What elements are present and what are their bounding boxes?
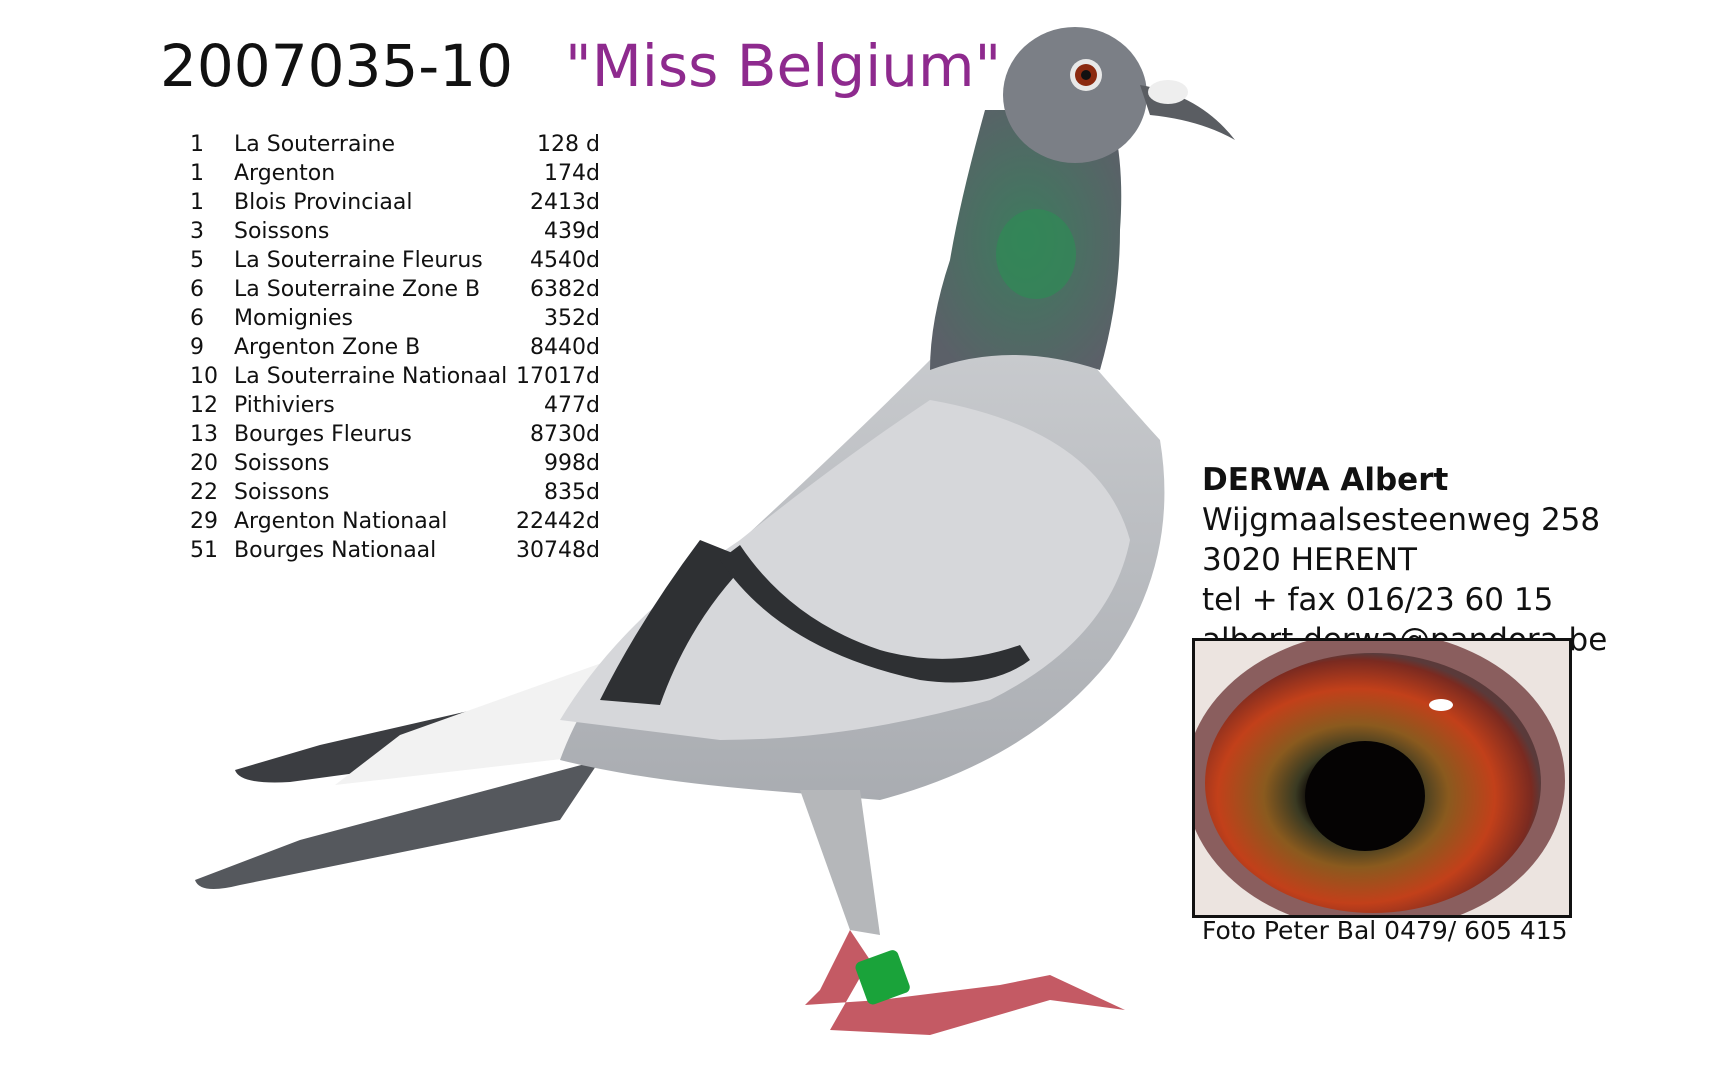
result-race: Blois Provinciaal	[234, 190, 413, 215]
result-row: 9 Argenton Zone B 8440d	[190, 333, 600, 362]
result-race: La Souterraine Zone B	[234, 277, 481, 302]
result-row: 3 Soissons 439d	[190, 217, 600, 246]
results-list: 1 La Souterraine 128 d 1 Argenton 174d 1 Blois …	[190, 130, 600, 565]
result-row: 13 Bourges Fleurus 8730d	[190, 420, 600, 449]
result-rank: 6	[190, 306, 204, 331]
result-race: Pithiviers	[234, 393, 335, 418]
result-row: 10 La Souterraine Nationaal 17017d	[190, 362, 600, 391]
result-points: 22442d	[516, 509, 600, 534]
result-race: La Souterraine Nationaal	[234, 364, 508, 389]
result-rank: 20	[190, 451, 218, 476]
ring-number: 2007035-10	[160, 32, 514, 100]
result-race: Bourges Fleurus	[234, 422, 412, 447]
result-points: 477d	[544, 393, 600, 418]
result-race: Momignies	[234, 306, 354, 331]
result-rank: 51	[190, 538, 218, 563]
street-address: Wijgmaalsesteenweg 258	[1202, 502, 1601, 538]
result-race: La Souterraine Fleurus	[234, 248, 483, 273]
result-race: Soissons	[234, 480, 330, 505]
result-points: 6382d	[530, 277, 600, 302]
result-row: 20 Soissons 998d	[190, 449, 600, 478]
result-rank: 1	[190, 132, 204, 157]
result-points: 998d	[544, 451, 600, 476]
result-row: 1 Blois Provinciaal 2413d	[190, 188, 600, 217]
result-row: 51 Bourges Nationaal 30748d	[190, 536, 600, 565]
result-points: 128 d	[537, 132, 600, 157]
result-rank: 1	[190, 190, 204, 215]
result-points: 174d	[544, 161, 600, 186]
photo-credit: Foto Peter Bal 0479/ 605 415	[1202, 916, 1568, 945]
result-points: 30748d	[516, 538, 600, 563]
result-points: 835d	[544, 480, 600, 505]
result-points: 17017d	[516, 364, 600, 389]
contact-block: DERWA Albert Wijgmaalsesteenweg 258 3020…	[1202, 460, 1607, 660]
header-title: 2007035-10 "Miss Belgium"	[160, 32, 1001, 100]
result-row: 29 Argenton Nationaal 22442d	[190, 507, 600, 536]
result-points: 8730d	[530, 422, 600, 447]
result-row: 5 La Souterraine Fleurus 4540d	[190, 246, 600, 275]
result-row: 1 Argenton 174d	[190, 159, 600, 188]
result-row: 1 La Souterraine 128 d	[190, 130, 600, 159]
result-rank: 3	[190, 219, 204, 244]
result-points: 2413d	[530, 190, 600, 215]
owner-name: DERWA Albert	[1202, 462, 1449, 498]
city: 3020 HERENT	[1202, 542, 1417, 578]
result-rank: 9	[190, 335, 204, 360]
result-rank: 5	[190, 248, 204, 273]
result-row: 22 Soissons 835d	[190, 478, 600, 507]
result-points: 8440d	[530, 335, 600, 360]
result-rank: 12	[190, 393, 218, 418]
result-points: 439d	[544, 219, 600, 244]
result-rank: 1	[190, 161, 204, 186]
result-race: Argenton Nationaal	[234, 509, 448, 534]
result-rank: 6	[190, 277, 204, 302]
result-points: 4540d	[530, 248, 600, 273]
result-race: Soissons	[234, 451, 330, 476]
result-race: Argenton Zone B	[234, 335, 421, 360]
pigeon-name: "Miss Belgium"	[565, 32, 1002, 100]
result-row: 6 Momignies 352d	[190, 304, 600, 333]
phone: tel + fax 016/23 60 15	[1202, 582, 1554, 618]
result-race: La Souterraine	[234, 132, 396, 157]
result-race: Bourges Nationaal	[234, 538, 437, 563]
result-rank: 22	[190, 480, 218, 505]
result-row: 12 Pithiviers 477d	[190, 391, 600, 420]
result-rank: 10	[190, 364, 218, 389]
result-rank: 29	[190, 509, 218, 534]
result-race: Soissons	[234, 219, 330, 244]
result-race: Argenton	[234, 161, 336, 186]
result-points: 352d	[544, 306, 600, 331]
result-rank: 13	[190, 422, 218, 447]
eye-photo	[1192, 638, 1572, 918]
result-row: 6 La Souterraine Zone B 6382d	[190, 275, 600, 304]
